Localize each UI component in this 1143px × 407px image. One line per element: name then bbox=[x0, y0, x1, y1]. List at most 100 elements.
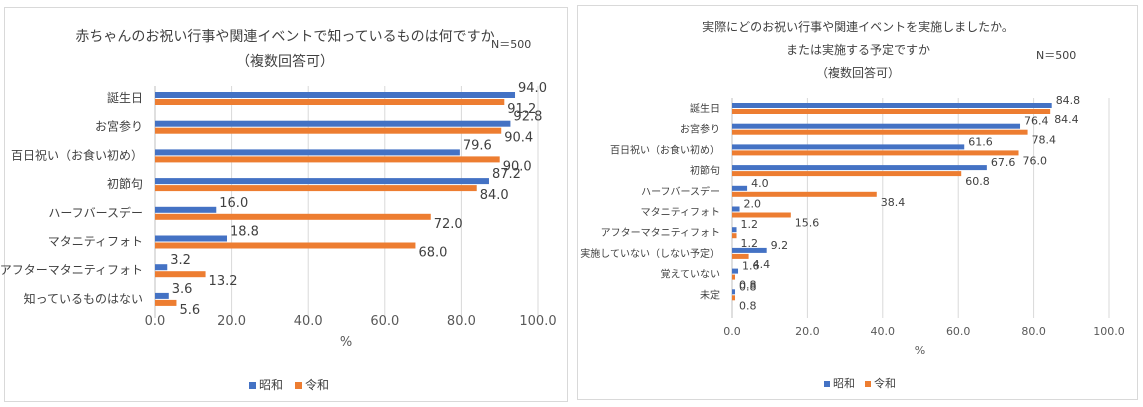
bar-reiwa bbox=[155, 99, 505, 105]
x-tick-label: 60.0 bbox=[370, 314, 399, 329]
bar-showa bbox=[732, 144, 965, 150]
data-label: 9.2 bbox=[771, 239, 789, 252]
data-labels: 84.8 84.4 76.4 78.4 61.6 76.0 67.660.8 4.0 38.4 2… bbox=[739, 94, 1080, 312]
data-label: 90.4 bbox=[504, 131, 533, 146]
legend-label: 昭和 bbox=[259, 378, 283, 392]
data-label: 4.0 bbox=[751, 177, 769, 190]
x-tick-label: 40.0 bbox=[294, 314, 323, 329]
bar-reiwa bbox=[155, 127, 502, 134]
x-tick-label: 80.0 bbox=[1021, 325, 1046, 338]
x-tick-label: 60.0 bbox=[946, 325, 971, 338]
x-tick-label: 100.0 bbox=[1093, 325, 1125, 338]
data-label: 1.2 bbox=[741, 218, 759, 231]
category-label: ハーフバースデー bbox=[641, 185, 720, 198]
legend-swatch bbox=[824, 381, 830, 387]
x-tick-label: 20.0 bbox=[795, 325, 820, 338]
category-label: マタニティフォト bbox=[641, 207, 720, 219]
bar-showa bbox=[155, 264, 168, 271]
bar-reiwa bbox=[732, 109, 1051, 114]
bar-reiwa bbox=[155, 299, 177, 306]
category-label: 誕生日 bbox=[690, 102, 720, 115]
x-tick-labels: 0.0 20.0 40.0 60.0 80.0 100.0 bbox=[723, 325, 1125, 338]
x-tick-label: 80.0 bbox=[447, 314, 476, 329]
data-label: 90.0 bbox=[503, 159, 532, 174]
bar-reiwa bbox=[155, 185, 477, 192]
category-label: マタニティフォト bbox=[48, 235, 143, 249]
data-label: 76.4 bbox=[1024, 115, 1049, 128]
category-label: 誕生日 bbox=[107, 91, 143, 105]
bar-reiwa bbox=[732, 171, 962, 177]
bar-showa bbox=[732, 123, 1021, 129]
legend-swatch bbox=[865, 381, 871, 387]
bar-reiwa bbox=[732, 295, 736, 301]
data-labels: 94.0 91.292.8 90.4 79.6 90.087.2 84.0 16.0 72.0… bbox=[170, 81, 547, 318]
data-label: 84.8 bbox=[1056, 94, 1081, 107]
bar-reiwa bbox=[732, 253, 749, 259]
bar-reiwa bbox=[732, 274, 736, 280]
bar-showa bbox=[732, 165, 987, 171]
data-label: 91.2 bbox=[507, 102, 536, 117]
data-label: 61.6 bbox=[968, 135, 993, 148]
legend-label: 昭和 bbox=[833, 377, 855, 390]
data-label: 60.8 bbox=[965, 175, 990, 188]
bars bbox=[732, 103, 1052, 301]
category-label: 百日祝い（お食い初め） bbox=[11, 147, 143, 162]
legend-label: 令和 bbox=[305, 377, 329, 392]
sample-size-note: N＝500 bbox=[1036, 49, 1076, 62]
bar-showa bbox=[732, 247, 767, 253]
x-axis-label: % bbox=[915, 344, 925, 357]
bar-showa bbox=[732, 289, 736, 295]
chart-title: 赤ちゃんのお祝い行事や関連イベントで知っているものは何ですか bbox=[75, 28, 494, 45]
legend: 昭和 令和 bbox=[824, 376, 896, 390]
bar-reiwa bbox=[155, 213, 431, 220]
data-label: 18.8 bbox=[230, 225, 259, 240]
bar-showa bbox=[732, 103, 1052, 108]
category-label: 初節句 bbox=[690, 164, 720, 177]
bar-reiwa bbox=[155, 242, 416, 249]
bar-reiwa bbox=[732, 191, 877, 197]
chart-subtitle: （複数回答可） bbox=[816, 65, 900, 80]
bar-reiwa bbox=[155, 271, 206, 278]
data-label: 79.6 bbox=[463, 138, 492, 153]
x-tick-label: 0.0 bbox=[723, 325, 741, 338]
category-label: アフターマタニティフォト bbox=[601, 227, 720, 239]
bar-showa bbox=[732, 206, 740, 212]
x-tick-label: 40.0 bbox=[871, 325, 896, 338]
chart-title: 実際にどのお祝い行事や関連イベントを実施しましたか。 bbox=[702, 19, 1014, 34]
legend-label: 令和 bbox=[874, 376, 896, 390]
bar-showa bbox=[732, 185, 748, 191]
bar-reiwa bbox=[732, 233, 737, 239]
data-label: 3.6 bbox=[172, 282, 193, 297]
chart-subtitle: （複数回答可） bbox=[236, 53, 334, 70]
chart-panel-known-events: 赤ちゃんのお祝い行事や関連イベントで知っているものは何ですか （複数回答可） N… bbox=[0, 7, 568, 402]
bar-showa bbox=[155, 292, 169, 299]
sample-size-note: N＝500 bbox=[491, 38, 531, 51]
chart-panel-held-events: 実際にどのお祝い行事や関連イベントを実施しましたか。 または実施する予定ですか … bbox=[577, 5, 1138, 400]
x-axis-label: % bbox=[340, 335, 352, 350]
category-label: 覚えていない bbox=[661, 268, 721, 281]
data-label: 0.8 bbox=[739, 279, 757, 292]
data-label: 68.0 bbox=[418, 246, 447, 261]
data-label: 94.0 bbox=[518, 81, 547, 96]
chart-held-events: 実際にどのお祝い行事や関連イベントを実施しましたか。 または実施する予定ですか … bbox=[580, 19, 1125, 390]
bar-showa bbox=[155, 178, 489, 185]
data-label: 67.6 bbox=[991, 156, 1016, 169]
chart-title-line2: または実施する予定ですか bbox=[786, 42, 930, 57]
legend-swatch bbox=[249, 382, 256, 389]
bar-reiwa bbox=[732, 212, 791, 218]
category-label: 実施していない（しない予定） bbox=[580, 247, 720, 260]
x-tick-label: 20.0 bbox=[217, 314, 246, 329]
data-label: 92.8 bbox=[513, 110, 542, 125]
category-label: お宮参り bbox=[680, 123, 720, 136]
data-label: 76.0 bbox=[1023, 154, 1048, 167]
data-label: 1.6 bbox=[742, 260, 760, 273]
bar-showa bbox=[732, 227, 737, 233]
data-label: 1.2 bbox=[741, 237, 759, 250]
x-tick-label: 100.0 bbox=[519, 314, 556, 329]
data-label: 84.4 bbox=[1054, 113, 1079, 126]
x-tick-labels: 0.0 20.0 40.0 60.0 80.0 100.0 bbox=[145, 314, 557, 329]
bar-reiwa bbox=[732, 150, 1019, 156]
bar-showa bbox=[155, 235, 228, 242]
category-label: 百日祝い（お食い初め） bbox=[610, 143, 720, 156]
